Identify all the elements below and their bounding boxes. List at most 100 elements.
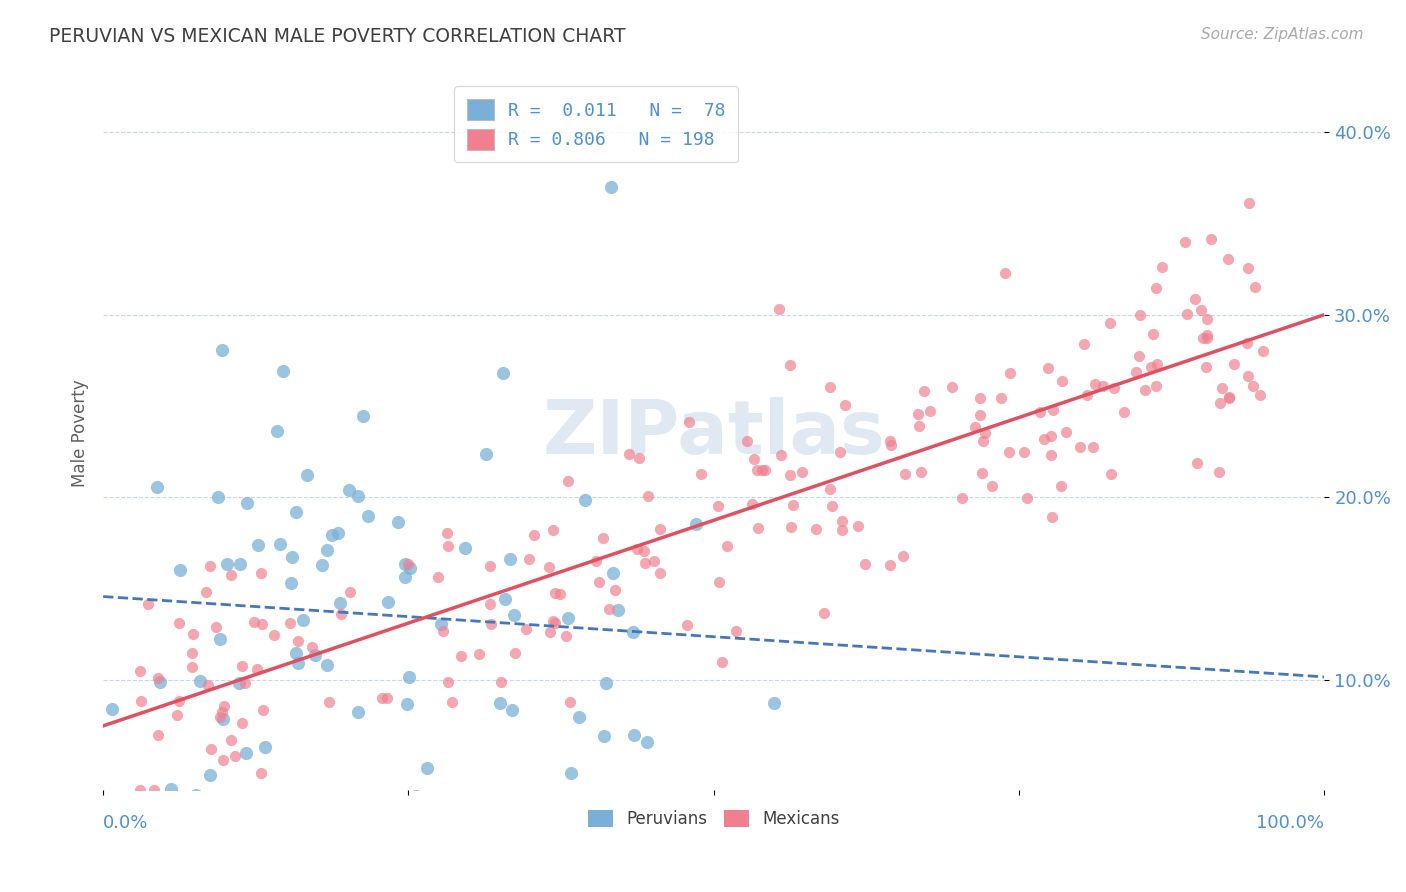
Point (1184, 292, 1206, 306)
Point (1129, 308, 1152, 322)
Point (169, 563, 191, 577)
Point (572, 819, 595, 833)
Point (489, 696, 512, 710)
Point (416, 761, 439, 775)
Point (592, 730, 614, 744)
Point (792, 465, 814, 479)
Point (243, 615, 266, 629)
Point (212, 753, 235, 767)
Point (557, 610, 579, 624)
Point (1236, 260, 1258, 275)
Point (1146, 357, 1168, 371)
Point (167, 694, 190, 708)
Point (744, 451, 766, 466)
Point (617, 447, 640, 461)
Point (602, 566, 624, 580)
Point (271, 364, 294, 378)
Point (197, 678, 219, 692)
Point (249, 566, 271, 580)
Point (574, 493, 596, 508)
Text: 0.0%: 0.0% (103, 814, 149, 832)
Point (818, 482, 841, 496)
Point (200, 768, 222, 782)
Text: Source: ZipAtlas.com: Source: ZipAtlas.com (1201, 27, 1364, 42)
Point (568, 710, 591, 724)
Point (146, 728, 169, 742)
Point (236, 496, 259, 510)
Point (585, 554, 607, 568)
Point (145, 480, 167, 494)
Point (994, 266, 1017, 280)
Point (1098, 316, 1121, 330)
Point (200, 742, 222, 756)
Point (252, 703, 274, 717)
Point (205, 620, 228, 634)
Point (879, 558, 901, 572)
Point (208, 710, 231, 724)
Point (603, 583, 626, 598)
Point (538, 624, 561, 639)
Point (894, 467, 917, 481)
Point (952, 491, 974, 505)
Point (1036, 360, 1059, 375)
Point (235, 746, 257, 760)
Point (398, 670, 420, 684)
Point (136, 597, 159, 611)
Point (180, 646, 202, 660)
Point (212, 712, 235, 726)
Point (1218, 252, 1240, 267)
Point (330, 607, 353, 622)
Point (725, 624, 748, 638)
Point (813, 606, 835, 620)
Point (1218, 391, 1240, 405)
Point (834, 398, 856, 412)
Point (1015, 491, 1038, 506)
Point (224, 749, 246, 764)
Point (129, 665, 152, 679)
Point (846, 519, 869, 533)
Point (685, 516, 707, 531)
Point (831, 514, 853, 528)
Point (453, 541, 475, 555)
Point (195, 585, 218, 599)
Point (880, 438, 903, 452)
Point (751, 463, 773, 477)
Point (517, 552, 540, 566)
Point (990, 392, 1012, 406)
Point (853, 557, 876, 571)
Point (770, 448, 793, 462)
Point (1142, 327, 1164, 342)
Point (623, 728, 645, 742)
Point (450, 649, 472, 664)
Point (329, 596, 352, 610)
Point (427, 570, 450, 584)
Point (541, 614, 564, 628)
Point (394, 570, 416, 584)
Point (278, 615, 301, 630)
Point (146, 671, 169, 685)
Point (548, 587, 571, 601)
Point (804, 522, 827, 536)
Point (1091, 378, 1114, 392)
Point (1128, 349, 1150, 363)
Point (768, 301, 790, 316)
Point (592, 531, 614, 545)
Point (160, 781, 183, 796)
Point (782, 498, 804, 512)
Point (912, 384, 935, 398)
Point (228, 675, 250, 690)
Point (489, 675, 512, 690)
Point (1114, 404, 1136, 418)
Point (311, 558, 333, 573)
Point (969, 391, 991, 405)
Point (1099, 467, 1122, 481)
Point (1069, 440, 1091, 454)
Point (1140, 359, 1163, 374)
Point (356, 509, 378, 524)
Point (160, 819, 183, 833)
Text: ZIPatlas: ZIPatlas (543, 397, 886, 470)
Point (557, 474, 579, 488)
Point (1251, 344, 1274, 359)
Point (1144, 281, 1167, 295)
Point (648, 522, 671, 536)
